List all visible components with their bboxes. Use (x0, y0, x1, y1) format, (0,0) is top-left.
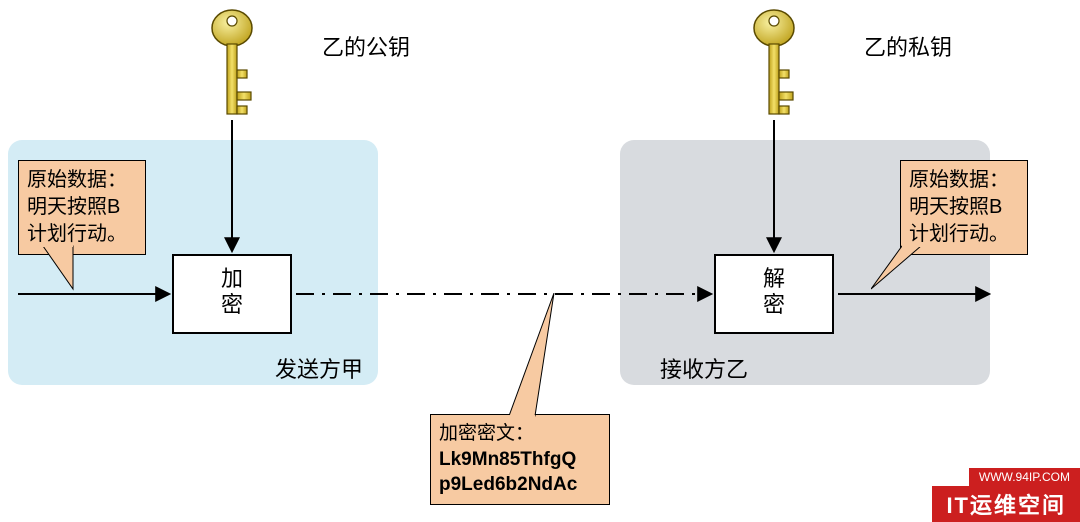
sender-label: 发送方甲 (275, 352, 363, 384)
callout-title: 加密密文： (439, 421, 601, 447)
receiver-label: 接收方乙 (660, 352, 748, 384)
watermark-text: IT运维空间 (932, 486, 1080, 522)
callout-tail-icon (509, 293, 569, 423)
sender-plaintext-callout: 原始数据： 明天按照B 计划行动。 (18, 160, 146, 255)
encrypt-label: 加 密 (174, 266, 290, 319)
ciphertext-callout: 加密密文： Lk9Mn85ThfgQ p9Led6b2NdAc (430, 414, 610, 505)
private-key-label: 乙的私钥 (864, 30, 952, 62)
callout-tail-icon (43, 245, 83, 295)
decrypt-label: 解 密 (716, 266, 832, 319)
watermark: WWW.94IP.COM IT运维空间 (932, 468, 1080, 522)
decrypt-box: 解 密 (714, 254, 834, 334)
public-key-label: 乙的公钥 (322, 30, 410, 62)
callout-line: 明天按照B (27, 194, 137, 221)
callout-tail-icon (871, 245, 921, 295)
callout-title: 原始数据： (909, 167, 1019, 194)
callout-line: Lk9Mn85ThfgQ (439, 447, 601, 473)
callout-line: 明天按照B (909, 194, 1019, 221)
private-key-icon (754, 10, 794, 114)
callout-line: p9Led6b2NdAc (439, 472, 601, 498)
receiver-plaintext-callout: 原始数据： 明天按照B 计划行动。 (900, 160, 1028, 255)
encrypt-box: 加 密 (172, 254, 292, 334)
callout-line: 计划行动。 (909, 221, 1019, 248)
watermark-url: WWW.94IP.COM (969, 468, 1080, 486)
public-key-icon (212, 10, 252, 114)
callout-line: 计划行动。 (27, 221, 137, 248)
callout-title: 原始数据： (27, 167, 137, 194)
